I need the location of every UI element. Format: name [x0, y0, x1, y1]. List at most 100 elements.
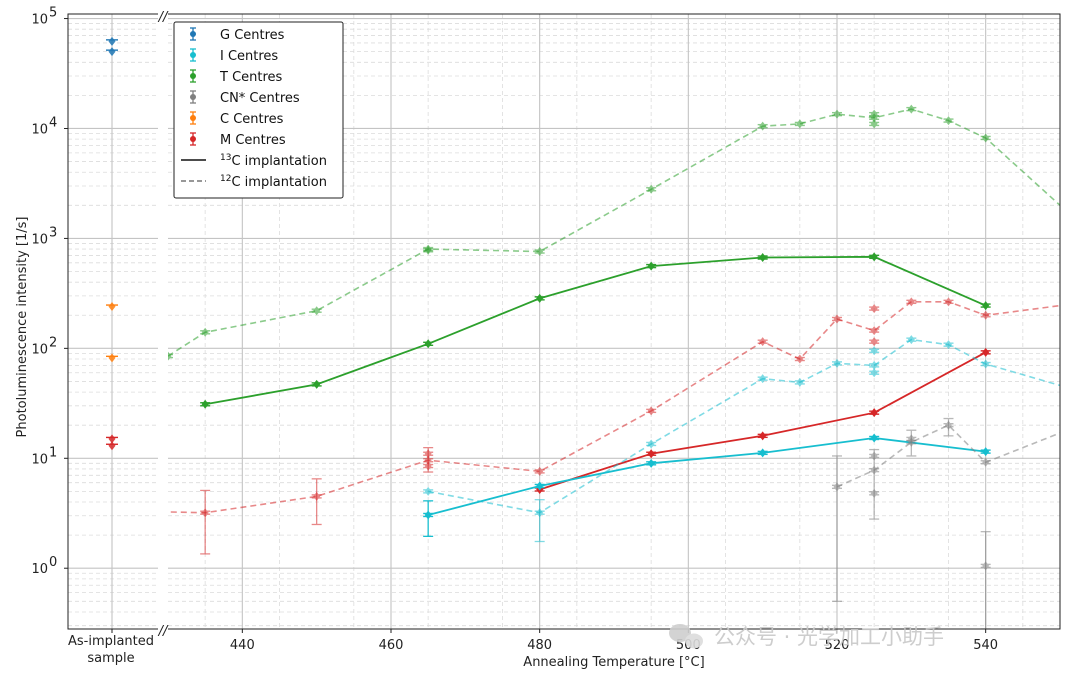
- error-bar: [534, 499, 545, 543]
- legend-item: 13C implantation: [181, 153, 327, 169]
- data-point: [794, 119, 805, 129]
- data-point: [906, 335, 917, 345]
- data-point: [423, 486, 434, 496]
- x-tick-label: 480: [527, 638, 552, 653]
- data-point: [943, 420, 954, 430]
- legend-label: I Centres: [220, 49, 278, 64]
- y-tick-label: 10: [31, 562, 48, 577]
- error-bar: [832, 455, 842, 602]
- data-point: [646, 449, 657, 459]
- as-implanted-point: [106, 47, 118, 57]
- data-point: [980, 310, 991, 320]
- axes-frame: [67, 13, 1061, 630]
- legend-label: C Centres: [220, 112, 284, 127]
- data-point: [534, 508, 545, 518]
- legend-item: CN* Centres: [190, 90, 300, 106]
- data-point: [869, 368, 880, 378]
- data-point: [980, 359, 991, 369]
- y-tick-exponent: 5: [49, 6, 57, 21]
- data-point: [906, 297, 917, 307]
- as-implanted-point: [106, 353, 118, 363]
- y-tick-label: 10: [31, 122, 48, 137]
- data-point: [534, 481, 545, 491]
- as-implanted-point: [106, 36, 118, 46]
- error-bar: [980, 531, 991, 629]
- y-tick-label: 10: [31, 342, 48, 357]
- data-point: [869, 360, 880, 370]
- x-tick-label: 460: [379, 638, 404, 653]
- data-point: [534, 466, 545, 476]
- data-point: [980, 347, 991, 357]
- legend-label: G Centres: [220, 28, 285, 43]
- legend-item: M Centres: [190, 132, 286, 148]
- data-point: [423, 339, 434, 349]
- data-point: [832, 109, 842, 119]
- data-point: [869, 109, 880, 119]
- axis-break-mark-top: //: [158, 10, 169, 25]
- data-point: [534, 247, 545, 257]
- data-point: [646, 406, 657, 416]
- y-tick-label: 10: [31, 232, 48, 247]
- axis-break-mark-bottom: //: [158, 624, 169, 639]
- x-axis-title: Annealing Temperature [°C]: [523, 655, 704, 670]
- y-tick-label: 10: [31, 452, 48, 467]
- y-tick-exponent: 3: [49, 225, 57, 240]
- data-point: [423, 455, 434, 465]
- tick-layer: 100101102103104105440460480500520540: [31, 6, 998, 653]
- legend-label: 12C implantation: [220, 174, 327, 190]
- data-point: [980, 301, 991, 311]
- data-point: [943, 340, 954, 350]
- data-point: [869, 337, 880, 347]
- data-point: [943, 297, 954, 307]
- error-bar: [869, 448, 880, 520]
- data-point: [906, 104, 917, 114]
- data-point: [534, 293, 545, 303]
- data-point: [869, 465, 880, 475]
- x-tick-label: 520: [825, 638, 850, 653]
- data-point: [869, 451, 880, 461]
- data-point: [200, 508, 211, 518]
- data-point: [832, 314, 842, 324]
- legend-label: CN* Centres: [220, 91, 300, 106]
- y-tick-exponent: 4: [49, 115, 57, 130]
- left-panel-frame: [67, 13, 158, 630]
- data-point: [869, 326, 880, 336]
- error-bar: [311, 478, 322, 526]
- data-point: [423, 461, 434, 471]
- data-point: [869, 346, 880, 356]
- legend-box: [173, 21, 344, 199]
- legend-item: T Centres: [190, 69, 283, 85]
- y-tick-exponent: 2: [49, 335, 57, 350]
- data-point: [757, 431, 768, 441]
- data-point: [869, 252, 880, 262]
- series-line-i-centres13c: [427, 437, 986, 516]
- data-point: [869, 119, 880, 129]
- watermark: 公众号 · 光学加工小助手: [669, 624, 944, 649]
- data-point: [832, 358, 842, 368]
- right-panel-frame: [168, 13, 1061, 630]
- data-point: [757, 337, 768, 347]
- data-point: [646, 261, 657, 271]
- data-point: [200, 327, 211, 337]
- as-implanted-point: [106, 302, 118, 312]
- as-implanted-point: [106, 441, 118, 451]
- x-tick-label: 440: [230, 638, 255, 653]
- series-layer: [168, 104, 1060, 629]
- y-tick-label: 10: [31, 13, 48, 28]
- x-tick-label: 540: [973, 638, 998, 653]
- legend-item: G Centres: [190, 27, 285, 43]
- data-point: [168, 351, 173, 361]
- data-point: [757, 374, 768, 384]
- data-point: [423, 510, 434, 520]
- data-point: [423, 449, 434, 459]
- data-point: [757, 253, 768, 263]
- legend-item: 12C implantation: [181, 174, 327, 190]
- data-point: [646, 184, 657, 194]
- as-implanted-label-line1: As-implanted: [68, 634, 154, 649]
- data-point: [794, 377, 805, 387]
- data-point: [943, 116, 954, 126]
- data-point: [869, 433, 880, 443]
- watermark-text: 公众号 · 光学加工小助手: [714, 625, 944, 649]
- legend-label: 13C implantation: [220, 153, 327, 169]
- data-point: [869, 408, 880, 418]
